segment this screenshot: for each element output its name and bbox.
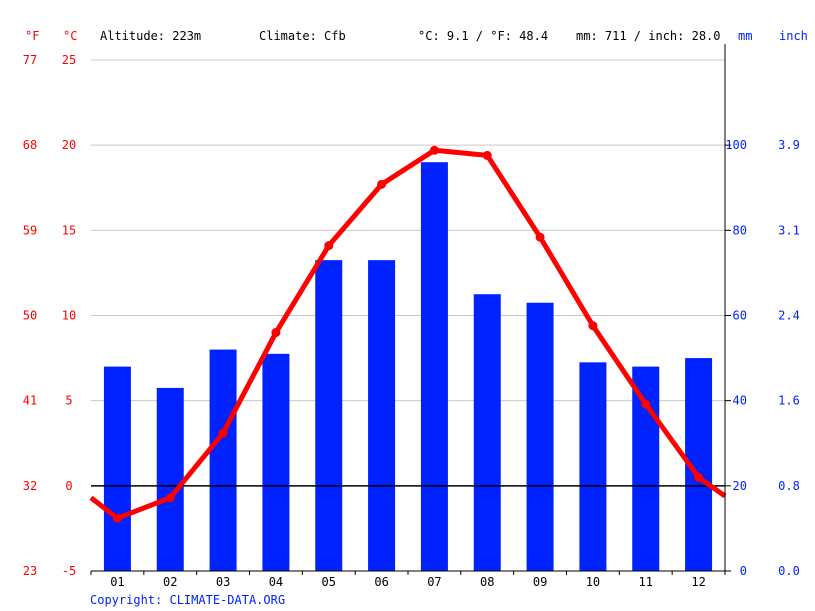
month-label: 04 (269, 575, 283, 589)
tick-label-celsius: 0 (65, 479, 72, 493)
temperature-point (165, 493, 175, 503)
tick-label-fahrenheit: 59 (23, 223, 37, 237)
tick-label-fahrenheit: 23 (23, 564, 37, 578)
precipitation-bar (368, 260, 396, 571)
temperature-line-path (89, 147, 727, 521)
tick-label-inch: 3.1 (778, 223, 800, 237)
unit-inch: inch (779, 29, 808, 43)
temperature-point (429, 145, 439, 155)
month-label: 01 (110, 575, 124, 589)
precipitation-bar (156, 387, 184, 571)
tick-label-inch: 1.6 (778, 394, 800, 408)
temperature-line (89, 145, 727, 523)
tick-label-inch: 3.9 (778, 138, 800, 152)
precipitation-bars (103, 162, 713, 571)
precipitation-bar (209, 349, 237, 571)
month-label: 10 (586, 575, 600, 589)
tick-label-mm: 100 (725, 138, 747, 152)
temperature-point (271, 328, 281, 338)
tick-label-fahrenheit: 68 (23, 138, 37, 152)
tick-label-celsius: 5 (65, 394, 72, 408)
tick-label-mm: 0 (740, 564, 747, 578)
month-label: 07 (427, 575, 441, 589)
precipitation-bar (526, 302, 554, 571)
tick-label-inch: 0.0 (778, 564, 800, 578)
precipitation-bar (262, 353, 290, 571)
unit-fahrenheit: °F (25, 29, 39, 43)
precipitation-bar (632, 366, 660, 571)
temperature-point (588, 321, 598, 331)
tick-label-inch: 2.4 (778, 309, 800, 323)
precipitation-bar (315, 260, 343, 571)
tick-label-fahrenheit: 32 (23, 479, 37, 493)
tick-label-mm: 60 (733, 309, 747, 323)
tick-label-mm: 80 (733, 223, 747, 237)
month-label: 05 (322, 575, 336, 589)
tick-label-inch: 0.8 (778, 479, 800, 493)
unit-mm: mm (738, 29, 752, 43)
tick-label-celsius: 15 (62, 223, 76, 237)
climate-label: Climate: Cfb (259, 29, 346, 43)
gridlines (91, 59, 725, 402)
temperature-point (482, 150, 492, 160)
month-label: 03 (216, 575, 230, 589)
tick-label-fahrenheit: 50 (23, 309, 37, 323)
temperature-point (218, 428, 228, 438)
tick-label-fahrenheit: 41 (23, 394, 37, 408)
precipitation-bar (420, 162, 448, 571)
tick-label-celsius: -5 (62, 564, 76, 578)
month-label: 09 (533, 575, 547, 589)
precipitation-bar (103, 366, 131, 571)
tick-label-fahrenheit: 77 (23, 53, 37, 67)
precipitation-average: mm: 711 / inch: 28.0 (576, 29, 721, 43)
month-label: 11 (639, 575, 653, 589)
month-label: 08 (480, 575, 494, 589)
month-label: 06 (374, 575, 388, 589)
tick-label-celsius: 25 (62, 53, 76, 67)
temperature-point (641, 399, 651, 409)
tick-label-mm: 20 (733, 479, 747, 493)
month-label: 02 (163, 575, 177, 589)
temperature-point (324, 241, 334, 251)
tick-label-mm: 40 (733, 394, 747, 408)
temperature-point (112, 513, 122, 523)
unit-celsius: °C (63, 29, 77, 43)
copyright: Copyright: CLIMATE-DATA.ORG (90, 593, 285, 607)
precipitation-bar (473, 294, 501, 571)
temperature-point (694, 472, 704, 482)
tick-label-celsius: 20 (62, 138, 76, 152)
altitude-label: Altitude: 223m (100, 29, 201, 43)
temperature-average: °C: 9.1 / °F: 48.4 (418, 29, 548, 43)
month-label: 12 (691, 575, 705, 589)
temperature-point (535, 232, 545, 242)
temperature-point (377, 179, 387, 189)
precipitation-bar (579, 362, 607, 571)
tick-label-celsius: 10 (62, 309, 76, 323)
